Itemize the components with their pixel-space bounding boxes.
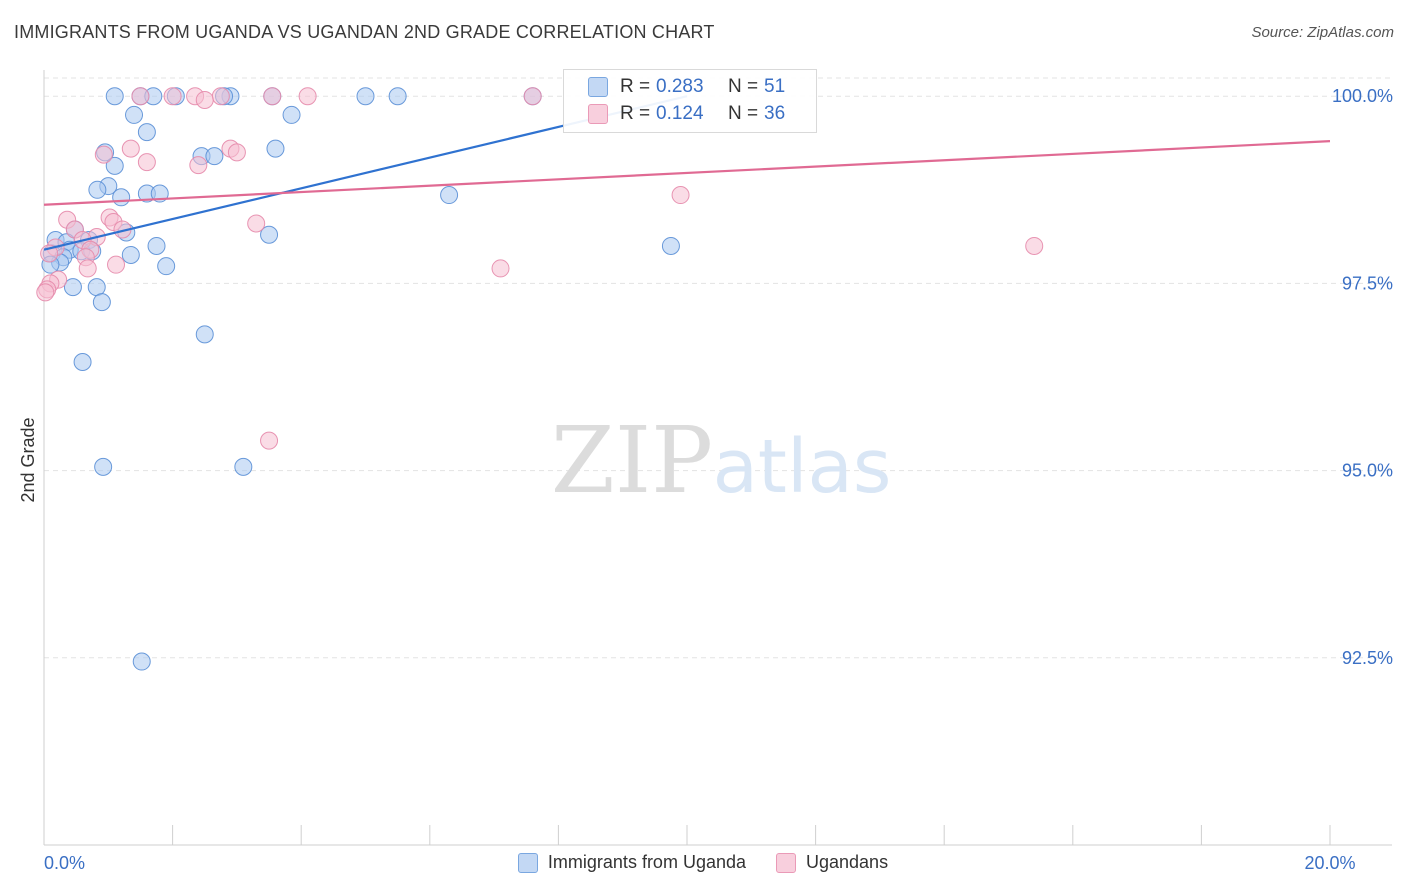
data-point-ugandans	[211, 87, 230, 106]
data-point-uganda-immigrants	[234, 457, 253, 476]
data-point-uganda-immigrants	[121, 245, 140, 264]
data-point-ugandans	[78, 259, 97, 278]
data-point-uganda-immigrants	[388, 87, 407, 106]
data-point-uganda-immigrants	[157, 257, 176, 276]
data-point-ugandans	[137, 153, 156, 172]
data-point-ugandans	[94, 145, 113, 164]
data-point-ugandans	[107, 255, 126, 274]
legend-swatch-pink	[588, 104, 608, 124]
y-tick-label: 97.5%	[1342, 273, 1393, 293]
data-point-ugandans	[671, 186, 690, 205]
data-point-ugandans	[247, 214, 266, 233]
data-point-ugandans	[1025, 236, 1044, 255]
y-tick-label: 92.5%	[1342, 648, 1393, 668]
x-tick-label: 0.0%	[44, 853, 85, 873]
series-legend-item-ugandans[interactable]: Ugandans	[776, 852, 888, 873]
watermark-zip: ZIP	[551, 407, 713, 514]
grid-layer	[44, 77, 1392, 659]
data-point-uganda-immigrants	[125, 105, 144, 124]
data-point-uganda-immigrants	[205, 147, 224, 166]
legend-r-value: 0.124	[656, 103, 704, 124]
y-axis-label: 2nd Grade	[18, 417, 38, 502]
legend-n-label: N =	[728, 76, 759, 97]
data-point-ugandans	[195, 90, 214, 109]
points-layer	[36, 87, 1044, 671]
data-point-ugandans	[523, 87, 542, 106]
series-legend-item-uganda-immigrants[interactable]: Immigrants from Uganda	[517, 852, 746, 873]
data-point-uganda-immigrants	[105, 87, 124, 106]
series-swatch-blue	[517, 852, 538, 873]
legend-row-ugandans: R = 0.124 N = 36	[588, 101, 785, 127]
legend-n-value: 51	[764, 76, 786, 97]
data-point-ugandans	[121, 139, 140, 158]
chart-title: IMMIGRANTS FROM UGANDA VS UGANDAN 2ND GR…	[14, 22, 715, 42]
data-point-uganda-immigrants	[356, 87, 375, 106]
trendline-ugandans	[43, 140, 1331, 206]
data-point-uganda-immigrants	[137, 123, 156, 142]
data-point-ugandans	[298, 87, 317, 106]
data-point-uganda-immigrants	[105, 156, 124, 175]
data-point-uganda-immigrants	[661, 236, 680, 255]
legend-row-uganda-immigrants: R = 0.283 N = 51	[588, 74, 785, 100]
legend-r-value: 0.283	[656, 76, 704, 97]
data-point-ugandans	[189, 156, 208, 175]
data-point-uganda-immigrants	[92, 293, 111, 312]
data-point-uganda-immigrants	[440, 186, 459, 205]
data-point-uganda-immigrants	[63, 278, 82, 297]
y-tick-label: 95.0%	[1342, 461, 1393, 481]
data-point-uganda-immigrants	[195, 325, 214, 344]
data-point-ugandans	[131, 87, 150, 106]
source-credit: Source: ZipAtlas.com	[1251, 24, 1394, 41]
legend-n-label: N =	[728, 103, 759, 124]
legend-r-label: R =	[620, 76, 651, 97]
data-point-uganda-immigrants	[260, 225, 279, 244]
data-point-ugandans	[36, 283, 55, 302]
legend-swatch-blue	[588, 77, 608, 97]
data-point-uganda-immigrants	[73, 353, 92, 372]
data-point-uganda-immigrants	[266, 139, 285, 158]
data-point-uganda-immigrants	[282, 105, 301, 124]
series-legend: Immigrants from Uganda Ugandans	[0, 852, 1406, 873]
y-tick-label: 100.0%	[1332, 86, 1393, 106]
axis-layer: 100.0% 97.5% 95.0% 92.5% 0.0% 20.0%	[43, 70, 1393, 873]
data-point-ugandans	[491, 259, 510, 278]
legend-r-label: R =	[620, 103, 651, 124]
watermark-atlas: atlas	[713, 424, 892, 510]
watermark: ZIP atlas	[551, 407, 892, 514]
data-point-uganda-immigrants	[87, 278, 106, 297]
series-legend-label: Ugandans	[806, 852, 889, 872]
x-tick-label: 20.0%	[1304, 853, 1355, 873]
data-point-ugandans	[263, 87, 282, 106]
series-swatch-pink	[776, 852, 796, 873]
series-legend-label: Immigrants from Uganda	[547, 852, 746, 872]
data-point-ugandans	[163, 87, 182, 106]
data-point-uganda-immigrants	[147, 236, 166, 255]
correlation-legend: R = 0.283 N = 51 R = 0.124 N = 36	[563, 69, 817, 133]
data-point-ugandans	[227, 143, 246, 162]
legend-n-value: 36	[764, 103, 786, 124]
data-point-uganda-immigrants	[88, 180, 107, 199]
data-point-uganda-immigrants	[132, 652, 151, 671]
data-point-uganda-immigrants	[94, 457, 113, 476]
data-point-ugandans	[260, 431, 279, 450]
data-point-uganda-immigrants	[112, 188, 131, 207]
